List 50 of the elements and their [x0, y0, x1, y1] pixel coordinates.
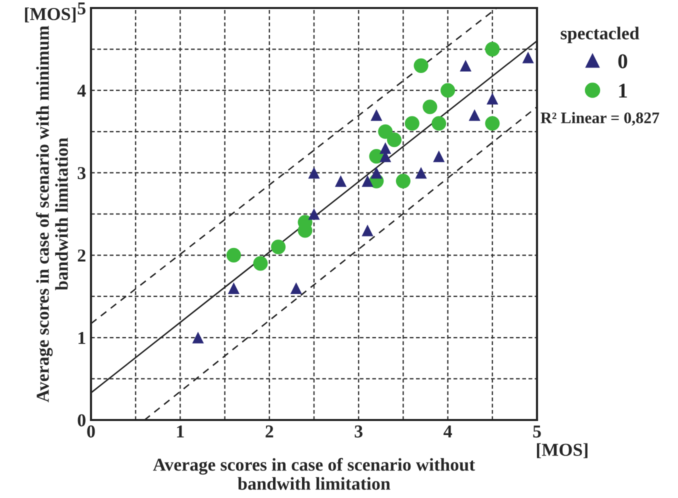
legend-title: spectacled	[560, 26, 640, 44]
point	[414, 58, 428, 73]
text: [MOS]	[25, 7, 76, 22]
y-tick-label: 0	[78, 414, 86, 426]
point	[396, 174, 410, 188]
point	[226, 248, 242, 262]
y-axis-title: Average scores in case of scenario with minimum bandwith limitation	[36, 26, 68, 402]
x-tick-label: 3	[354, 425, 362, 438]
point	[378, 124, 393, 139]
point	[271, 240, 286, 254]
x-tick-label: 0	[87, 425, 95, 438]
point	[334, 175, 347, 187]
point	[486, 92, 498, 104]
point	[485, 116, 500, 131]
x-tick-label: 1	[177, 425, 184, 438]
point	[380, 142, 392, 154]
point	[253, 256, 268, 271]
y-tick-label: 3	[78, 167, 86, 180]
point	[415, 166, 427, 179]
legend-label: 0	[618, 54, 628, 68]
point	[370, 166, 382, 179]
point	[432, 116, 446, 131]
point	[422, 100, 438, 114]
point	[362, 224, 374, 236]
y-tick-label: 1	[78, 332, 86, 344]
y-tick-label: 5	[78, 2, 86, 14]
point	[440, 83, 456, 98]
point	[386, 132, 402, 148]
x-tick-label: 5	[533, 426, 541, 438]
x-tick-label: 4	[444, 426, 452, 438]
legend-label: 1	[619, 84, 627, 98]
point	[308, 208, 320, 220]
x-tick-label: 2	[266, 425, 274, 438]
x-axis-title: Average scores in case of scenario without bandwith limitation	[153, 458, 476, 490]
point	[433, 150, 445, 162]
point	[290, 282, 302, 294]
point	[460, 60, 472, 72]
text: R² Linear = 0,827	[540, 112, 660, 126]
point	[362, 175, 374, 187]
point	[308, 166, 320, 179]
point	[404, 116, 420, 131]
point	[192, 332, 204, 344]
point	[522, 52, 534, 64]
y-tick-label: 4	[77, 84, 86, 97]
y-tick-label: 2	[78, 250, 86, 262]
text: [MOS]	[536, 443, 588, 458]
point	[228, 282, 240, 294]
point	[485, 42, 500, 56]
point	[370, 109, 382, 121]
point	[468, 109, 480, 121]
